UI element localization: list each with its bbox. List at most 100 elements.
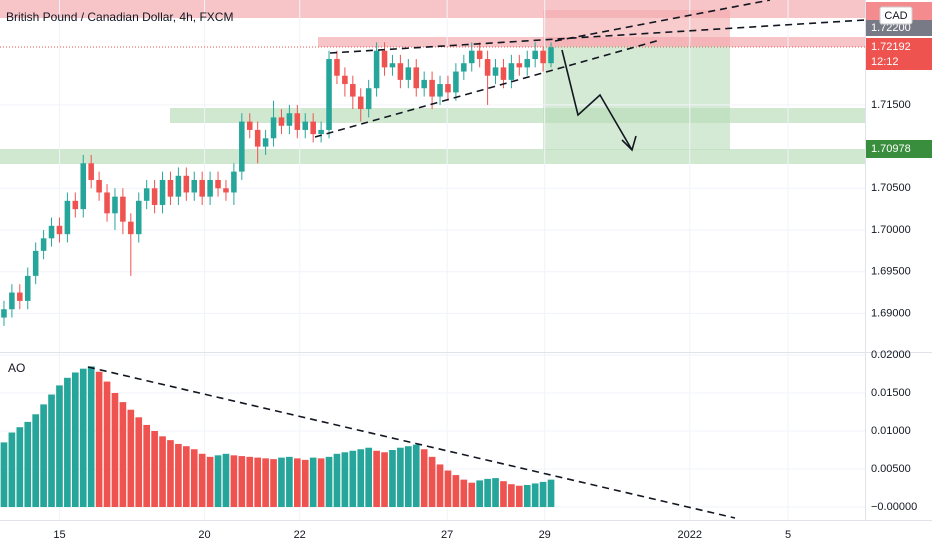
trend-line	[329, 19, 866, 54]
candle-body	[80, 163, 87, 210]
candle-body	[159, 179, 166, 205]
level-label: 1.70978	[871, 143, 911, 155]
ao-bar	[127, 409, 135, 508]
candle-body	[191, 179, 198, 193]
candle-body	[278, 117, 285, 126]
y-tick-label: 0.02000	[871, 349, 911, 361]
y-tick-label: 0.01000	[871, 425, 911, 437]
candle-body	[397, 63, 404, 80]
currency-box	[879, 6, 913, 25]
candle-body	[373, 50, 380, 89]
candle-body	[17, 292, 23, 301]
y-tick-label: 1.70000	[871, 224, 911, 236]
ao-title: AO	[8, 361, 25, 375]
ao-bar	[175, 443, 182, 508]
ao-bar	[547, 479, 555, 508]
candle-body	[350, 84, 356, 97]
candle-body	[286, 113, 293, 126]
candle-body	[342, 75, 348, 85]
candle-body	[405, 67, 412, 80]
ao-bar	[48, 394, 55, 508]
ao-bar	[71, 372, 79, 508]
candle-body	[310, 121, 316, 135]
ao-bar	[222, 453, 230, 508]
candle-body	[128, 221, 134, 235]
candle-body	[151, 188, 158, 205]
candle-body	[72, 200, 79, 210]
candle-body	[56, 225, 63, 235]
candle-body	[135, 200, 142, 235]
ao-bar	[460, 479, 468, 508]
candle-body	[413, 67, 420, 89]
candle-body	[484, 59, 491, 76]
ao-bar	[404, 446, 412, 508]
price-tag	[866, 38, 932, 70]
ao-bar	[167, 440, 174, 508]
x-tick-label: 20	[198, 529, 210, 541]
candle-body	[24, 275, 31, 301]
trend-line	[554, 0, 771, 42]
candle-body	[540, 50, 546, 64]
countdown: 12:12	[871, 56, 899, 68]
ao-bar	[143, 424, 151, 508]
grid	[0, 0, 865, 520]
ao-bar	[500, 481, 507, 508]
candle-body	[40, 238, 47, 251]
ao-bar	[428, 456, 436, 508]
ao-bar	[182, 446, 190, 508]
ao-bar	[119, 402, 127, 508]
candle-body	[120, 196, 126, 222]
candle-body	[516, 63, 523, 68]
ao-bar	[8, 432, 16, 508]
level-label: 1.72200	[871, 22, 911, 34]
x-tick-label: 29	[539, 529, 551, 541]
candle-body	[112, 196, 118, 214]
candle-body	[468, 50, 475, 64]
candle-body	[389, 63, 396, 68]
candle-body	[207, 179, 213, 197]
candle-body	[302, 121, 309, 130]
candle-body	[88, 163, 94, 180]
ao-bar	[349, 450, 357, 508]
ao-bar	[523, 484, 531, 508]
ao-bar	[420, 449, 428, 508]
ao-bar	[230, 455, 238, 508]
ao-bar	[508, 484, 515, 508]
ao-bar	[515, 485, 523, 508]
candle-body	[381, 50, 388, 68]
ao-bar	[206, 456, 214, 508]
ao-bar	[95, 371, 103, 508]
y-tick-label: 1.69000	[871, 307, 911, 319]
ao-bar	[262, 458, 269, 508]
x-tick-label: 5	[785, 529, 791, 541]
ao-bar	[389, 450, 396, 508]
candle-body	[429, 79, 435, 97]
candle-body	[215, 179, 221, 189]
candle-body	[445, 84, 451, 93]
ao-bar	[270, 459, 277, 508]
candle-body	[476, 50, 483, 60]
price-tag	[866, 140, 932, 158]
ao-bar	[16, 427, 24, 508]
candle-body	[175, 175, 182, 197]
ao-bar	[341, 452, 349, 508]
arrow	[561, 49, 637, 152]
candle-body	[183, 175, 190, 193]
ao-bar	[254, 457, 262, 508]
ao-bar	[246, 456, 254, 508]
ao-bar	[325, 456, 333, 508]
candle-body	[524, 59, 531, 68]
ao-bar	[452, 475, 460, 508]
candle-body	[357, 96, 364, 110]
candle-body	[254, 129, 261, 147]
ao-bar	[103, 381, 111, 508]
ao-trend-line	[87, 366, 736, 519]
candle-body	[104, 192, 110, 214]
candle-body	[294, 113, 301, 130]
y-tick-label: −0.00000	[871, 501, 917, 513]
ao-bar	[79, 368, 87, 508]
ao-bar	[381, 452, 388, 508]
candle-body	[246, 121, 253, 130]
y-tick-label: 1.70500	[871, 182, 911, 194]
